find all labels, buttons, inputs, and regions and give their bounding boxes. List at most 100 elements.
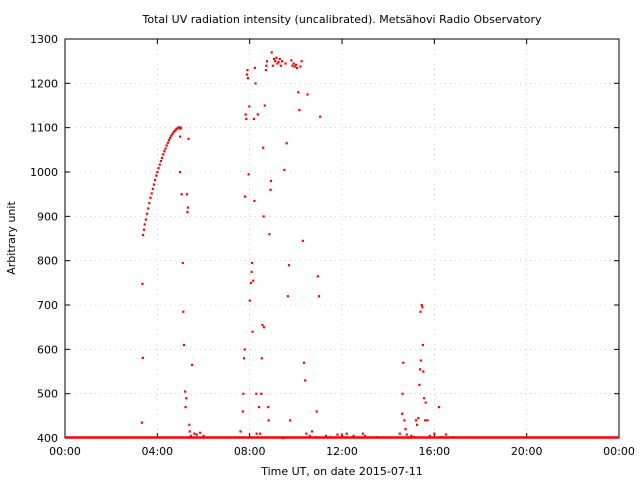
data-point (249, 281, 253, 285)
data-point (324, 434, 328, 437)
data-point (402, 361, 405, 364)
data-point (259, 432, 262, 435)
data-point (419, 310, 422, 313)
y-tick-label: 800 (37, 255, 58, 268)
data-point (252, 117, 256, 120)
data-point (424, 401, 427, 404)
data-point (195, 433, 198, 436)
data-point (290, 59, 293, 62)
data-point (289, 419, 292, 422)
data-point (157, 167, 160, 170)
data-point (418, 383, 421, 386)
data-point (181, 261, 184, 265)
data-point (145, 212, 149, 215)
data-points (140, 51, 454, 440)
data-point (276, 62, 279, 65)
data-point (167, 139, 171, 142)
data-point (243, 348, 246, 351)
y-axis-label: Arbitrary unit (5, 201, 18, 275)
data-point (301, 239, 304, 242)
data-point (141, 356, 144, 359)
data-point (178, 126, 181, 129)
data-point (151, 187, 154, 191)
data-point (185, 193, 189, 196)
data-point (158, 163, 161, 166)
data-point (251, 330, 254, 333)
data-point (166, 141, 169, 144)
data-point (262, 146, 265, 149)
data-point (295, 66, 299, 70)
data-point (178, 135, 182, 138)
data-point (248, 105, 251, 108)
data-point (165, 144, 168, 147)
data-point (186, 206, 190, 209)
data-point (256, 113, 259, 116)
data-point (316, 275, 319, 278)
data-point (182, 343, 186, 347)
data-point (308, 434, 311, 437)
data-point (184, 405, 187, 409)
data-point (293, 65, 296, 68)
data-point (142, 228, 146, 231)
data-point (412, 436, 415, 439)
data-point (401, 392, 404, 395)
chart-title: Total UV radiation intensity (uncalibrat… (142, 13, 542, 26)
data-point (424, 419, 427, 422)
data-point (260, 392, 263, 395)
data-point (404, 428, 407, 431)
data-point (414, 419, 418, 422)
data-point (244, 195, 247, 198)
data-point (159, 159, 162, 163)
data-point (140, 421, 144, 424)
data-point (417, 417, 420, 420)
data-point (403, 419, 406, 422)
data-point (171, 132, 174, 136)
data-point (189, 434, 193, 437)
data-point (267, 419, 270, 422)
data-point (419, 368, 422, 371)
data-point (187, 137, 190, 140)
data-point (274, 60, 277, 63)
data-point (286, 295, 289, 298)
y-tick-label: 600 (37, 343, 58, 356)
data-point (250, 270, 253, 273)
data-point (152, 183, 156, 186)
data-point (254, 82, 257, 85)
data-point (297, 91, 300, 94)
y-tick-label: 400 (37, 432, 58, 445)
plot-frame (64, 38, 620, 439)
data-point (245, 117, 248, 120)
data-point (437, 405, 441, 409)
data-point (277, 61, 280, 64)
data-point (428, 434, 431, 437)
data-point (298, 108, 301, 112)
x-axis: 00:00 04:00 08:00 12:00 16:00 20:00 00:00 (49, 39, 635, 458)
x-tick-label: 04:00 (141, 445, 173, 458)
data-point (329, 436, 332, 439)
grid-lines (65, 39, 619, 438)
data-point (260, 357, 263, 360)
data-point (178, 171, 182, 174)
data-point (419, 359, 423, 362)
data-point (163, 150, 166, 153)
data-point (185, 397, 188, 400)
data-point (255, 392, 258, 395)
data-point (317, 295, 321, 298)
data-point (172, 131, 175, 134)
data-point (186, 210, 189, 214)
data-point (263, 104, 266, 107)
data-point (315, 410, 318, 413)
data-point (426, 419, 429, 422)
data-point (241, 410, 244, 413)
data-point (141, 282, 144, 285)
data-point (269, 188, 272, 191)
data-point (253, 66, 256, 70)
y-tick-label: 1200 (30, 77, 58, 90)
data-point (246, 77, 250, 80)
data-point (188, 423, 191, 426)
data-point (280, 60, 284, 63)
data-point (180, 193, 183, 196)
data-point (155, 174, 158, 177)
y-tick-label: 700 (37, 299, 58, 312)
